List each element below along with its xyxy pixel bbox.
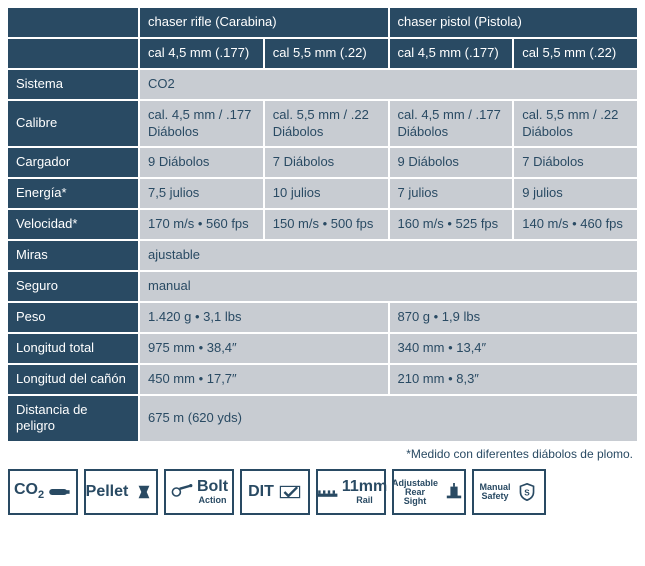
data-cell: 340 mm • 13,4″ — [390, 334, 638, 363]
rail-icon: 11mmRail — [316, 469, 386, 515]
footnote: *Medido con diferentes diábolos de plomo… — [6, 443, 639, 469]
sub-header: cal 4,5 mm (.177) — [390, 39, 513, 68]
data-cell: cal. 4,5 mm / .177 Diábolos — [390, 101, 513, 147]
data-cell: manual — [140, 272, 637, 301]
data-cell: 7 Diábolos — [514, 148, 637, 177]
data-cell: cal. 5,5 mm / .22 Diábolos — [514, 101, 637, 147]
spec-table: chaser rifle (Carabina)chaser pistol (Pi… — [6, 6, 639, 443]
group-header: chaser rifle (Carabina) — [140, 8, 388, 37]
row-label: Cargador — [8, 148, 138, 177]
dit-icon: DIT — [240, 469, 310, 515]
group-header: chaser pistol (Pistola) — [390, 8, 638, 37]
data-cell: 870 g • 1,9 lbs — [390, 303, 638, 332]
row-label: Miras — [8, 241, 138, 270]
data-cell: 7,5 julios — [140, 179, 263, 208]
row-label: Velocidad* — [8, 210, 138, 239]
sub-header: cal 5,5 mm (.22) — [514, 39, 637, 68]
row-label: Calibre — [8, 101, 138, 147]
data-cell: 140 m/s • 460 fps — [514, 210, 637, 239]
adjustable-sight-icon: AdjustableRearSight — [392, 469, 466, 515]
row-label: Distancia de peligro — [8, 396, 138, 442]
data-cell: 210 mm • 8,3″ — [390, 365, 638, 394]
data-cell: cal. 5,5 mm / .22 Diábolos — [265, 101, 388, 147]
svg-text:S: S — [524, 489, 530, 498]
header-blank — [8, 8, 138, 37]
data-cell: 9 Diábolos — [140, 148, 263, 177]
row-label: Sistema — [8, 70, 138, 99]
data-cell: 10 julios — [265, 179, 388, 208]
feature-icons: CO2PelletBoltActionDIT11mmRailAdjustable… — [6, 469, 639, 515]
data-cell: 150 m/s • 500 fps — [265, 210, 388, 239]
sub-header: cal 5,5 mm (.22) — [265, 39, 388, 68]
manual-safety-icon: ManualSafetyS — [472, 469, 546, 515]
sub-header: cal 4,5 mm (.177) — [140, 39, 263, 68]
row-label: Seguro — [8, 272, 138, 301]
data-cell: CO2 — [140, 70, 637, 99]
row-label: Peso — [8, 303, 138, 332]
bolt-action-icon: BoltAction — [164, 469, 234, 515]
data-cell: 160 m/s • 525 fps — [390, 210, 513, 239]
row-label: Longitud del cañón — [8, 365, 138, 394]
row-label: Longitud total — [8, 334, 138, 363]
header-blank — [8, 39, 138, 68]
data-cell: ajustable — [140, 241, 637, 270]
data-cell: 675 m (620 yds) — [140, 396, 637, 442]
data-cell: 7 Diábolos — [265, 148, 388, 177]
data-cell: 9 julios — [514, 179, 637, 208]
data-cell: 450 mm • 17,7″ — [140, 365, 388, 394]
co2-icon: CO2 — [8, 469, 78, 515]
pellet-icon: Pellet — [84, 469, 158, 515]
data-cell: 7 julios — [390, 179, 513, 208]
data-cell: 170 m/s • 560 fps — [140, 210, 263, 239]
data-cell: cal. 4,5 mm / .177 Diábolos — [140, 101, 263, 147]
data-cell: 975 mm • 38,4″ — [140, 334, 388, 363]
data-cell: 9 Diábolos — [390, 148, 513, 177]
data-cell: 1.420 g • 3,1 lbs — [140, 303, 388, 332]
row-label: Energía* — [8, 179, 138, 208]
